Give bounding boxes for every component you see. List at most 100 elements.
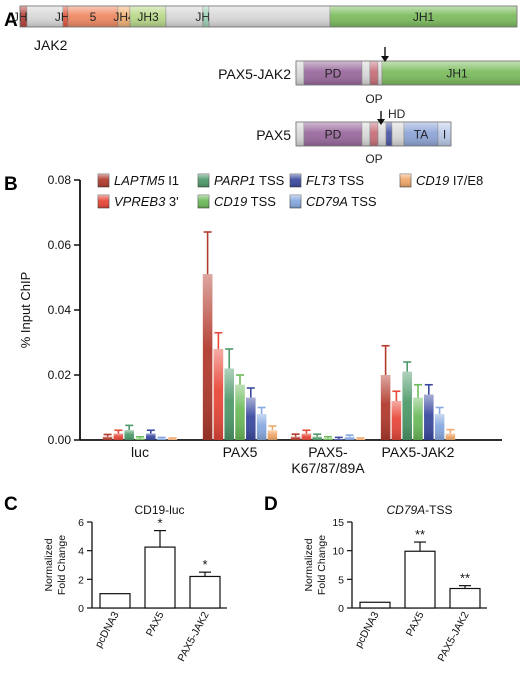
pax5-segment-shade — [370, 122, 378, 146]
significance-marker: ** — [415, 527, 425, 542]
bar-shade — [344, 436, 355, 440]
legend-swatch-shade — [400, 174, 411, 187]
x-category-label: PAX5 — [404, 610, 427, 639]
y-tick-label: 0.04 — [48, 303, 72, 317]
y-tick-label: 0.06 — [48, 238, 72, 252]
jak2-outline — [19, 5, 518, 28]
legend-swatch-shade — [98, 195, 109, 208]
x-category-label: luc — [131, 444, 149, 460]
legend-suffix: TSS — [335, 173, 364, 188]
legend-swatch-shade — [290, 195, 301, 208]
bar-shade — [380, 375, 391, 440]
significance-marker: * — [202, 557, 207, 572]
y-tick-label: 6 — [78, 517, 84, 529]
y-axis-title: NormalizedFold Change — [303, 535, 328, 595]
pax5-op-label: OP — [365, 152, 382, 166]
y-axis-title-line: Fold Change — [316, 535, 328, 595]
bar-shade — [402, 371, 412, 440]
panel-b-letter: B — [4, 174, 18, 195]
cd79a-tss-bar-chart: CD79A-TSS 0 5 10 15 NormalizedFold Change pcDN… — [303, 503, 487, 664]
legend-suffix: I1 — [165, 173, 179, 188]
bar-shade — [256, 414, 267, 440]
panel-d-letter: D — [264, 494, 278, 515]
jak2-domain-label: JH4 — [113, 10, 135, 24]
bar-shade — [355, 439, 366, 440]
pax5-label: PAX5 — [256, 127, 291, 143]
pax5-segment-shade — [386, 122, 392, 146]
bar-shade — [312, 436, 322, 440]
chip-bar-chart: 0.00 0.02 0.04 0.06 0.08 % Input ChIP luc PAX5 P… — [18, 173, 502, 476]
pax5-jak2-segment-shade — [296, 61, 304, 85]
cd19-luc-bar-chart: CD19-luc 0 2 4 6 NormalizedFold Change pcDNA3 *… — [43, 503, 227, 664]
jak2-domain-label: JH1 — [413, 10, 435, 24]
jak2-segment-shade — [330, 6, 517, 27]
x-category-line: PAX5- — [308, 444, 348, 460]
bar-2 — [189, 575, 221, 609]
pax5-segment-shade — [438, 122, 451, 146]
pax5-jak2-segment-shade — [370, 61, 378, 85]
bar-shade — [267, 430, 278, 440]
pax5-jak2-outline — [295, 60, 520, 86]
bar-shade — [246, 397, 256, 440]
x-category-label: PAX5 — [144, 610, 167, 639]
bar-shade — [202, 274, 213, 440]
pax5-jak2-segment-shade — [382, 61, 520, 85]
pax5-jak2-label: PAX5-JAK2 — [218, 66, 291, 82]
pax5-hd-label: HD — [388, 107, 406, 121]
pax5-segment-shade — [362, 122, 370, 146]
x-category-label: pcDNA3 — [353, 610, 382, 650]
legend-suffix: TSS — [348, 194, 377, 209]
x-category-label: PAX5-K67/87/89A — [291, 444, 365, 476]
legend-gene: VPREB3 — [114, 194, 166, 209]
y-tick-label: 5 — [338, 574, 344, 586]
y-axis-title: % Input ChIP — [18, 272, 33, 349]
bar-0 — [359, 601, 391, 609]
pax5-jak2-segment-shade — [362, 61, 370, 85]
significance-marker: ** — [460, 571, 470, 586]
legend-gene: CD79A — [306, 194, 348, 209]
jak2-domain-bar: JH7 JH6 5 JH4 JH3 JH2 JH1 — [13, 5, 518, 28]
pax5-jak2-domain-label: PD — [325, 67, 342, 81]
legend-entry: CD79A TSS — [306, 194, 377, 209]
bar-shade — [156, 438, 167, 440]
legend-suffix: TSS — [247, 194, 276, 209]
bar-shade — [413, 397, 423, 440]
pax5-jak2-domain-label: JH1 — [446, 67, 468, 81]
x-category-line: PAX5-JAK2 — [382, 444, 455, 460]
jak2-domain-label: JH3 — [137, 10, 159, 24]
chart-title: CD79A-TSS — [386, 503, 452, 517]
y-tick-label: 0.08 — [48, 173, 72, 187]
bar-shade — [424, 394, 434, 440]
y-axis-title-line: Normalized — [303, 538, 315, 591]
panel-c-letter: C — [4, 494, 18, 515]
jak2-segment-shade — [203, 6, 209, 27]
jak2-domain-label: 5 — [90, 10, 97, 24]
legend-suffix: I7/E8 — [449, 173, 483, 188]
legend-swatch-shade — [290, 174, 301, 187]
pax5-jak2-segment-shade — [378, 61, 382, 85]
y-axis-title-line: Normalized — [43, 538, 55, 591]
pax5-breakpoint-arrow-icon — [377, 111, 385, 125]
legend-entry: VPREB3 3' — [114, 194, 179, 209]
legend-entry: LAPTM5 I1 — [114, 173, 179, 188]
legend-entry: FLT3 TSS — [306, 173, 364, 188]
pax5-jak2-segment-shade — [304, 61, 362, 85]
bar-shade — [301, 433, 312, 440]
y-tick-label: 2 — [78, 574, 84, 586]
pax5-jak2-op-label: OP — [365, 92, 382, 106]
pax5-segment-shade — [404, 122, 438, 146]
legend-swatch-shade — [198, 174, 209, 187]
jak2-segment-shade — [118, 6, 130, 27]
pax5-segment-shade — [378, 122, 386, 146]
y-tick-label: 0.00 — [48, 433, 72, 447]
jak2-segment-shade — [130, 6, 166, 27]
bar-shade — [224, 368, 234, 440]
x-category-line: K67/87/89A — [291, 460, 365, 476]
bar-shade — [445, 433, 456, 440]
bar-1 — [144, 546, 176, 609]
jak2-segment-shade — [20, 6, 27, 27]
x-category-line: PAX5 — [223, 444, 258, 460]
legend-swatch-shade — [98, 174, 109, 187]
y-tick-label: 10 — [332, 546, 344, 558]
bar-shade — [334, 439, 344, 440]
